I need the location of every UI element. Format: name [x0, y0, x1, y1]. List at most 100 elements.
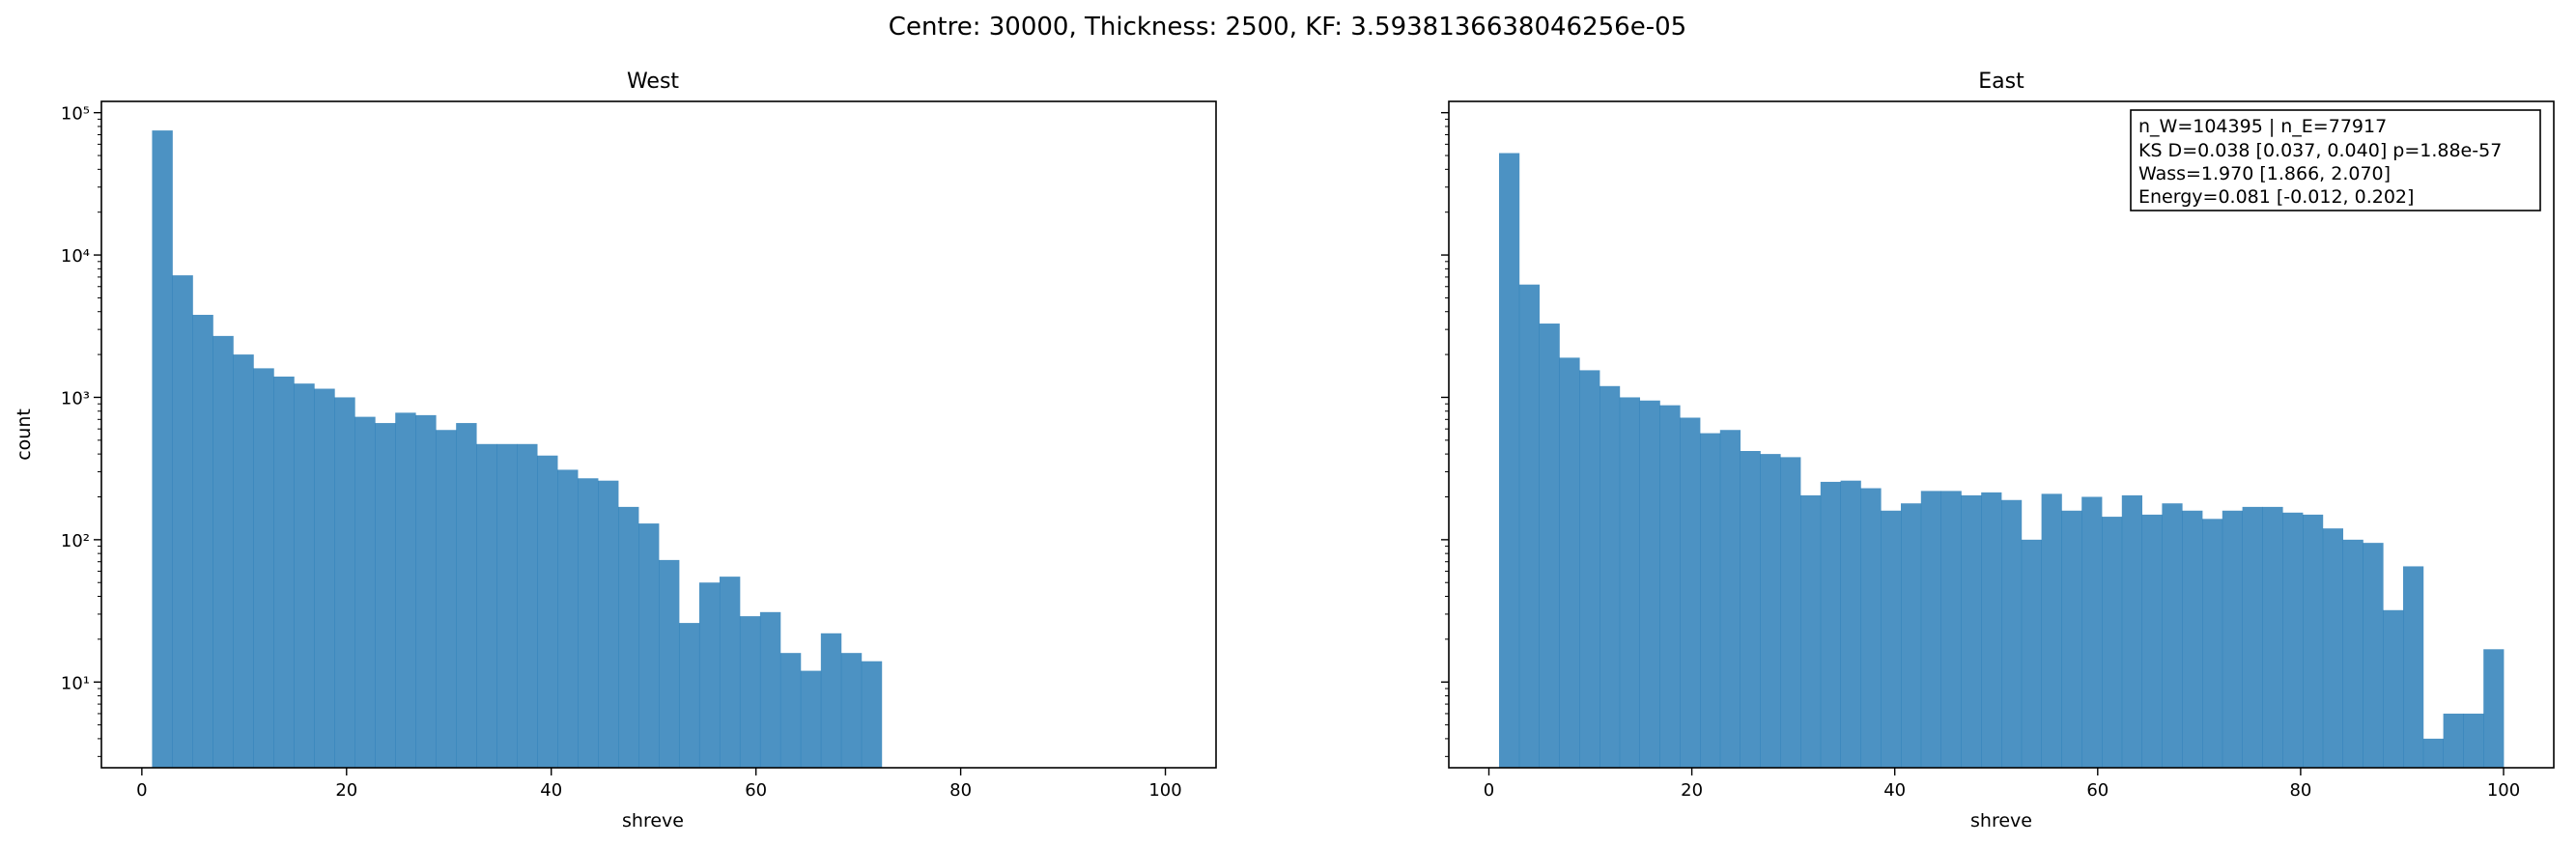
west-bar-22: [598, 480, 619, 768]
east-xtick-label-3: 60: [2086, 780, 2109, 801]
east-bar-13: [1760, 454, 1781, 768]
east-bar-37: [2242, 506, 2263, 768]
east-bar-38: [2262, 506, 2283, 768]
west-bar-18: [517, 443, 538, 768]
west-bar-25: [659, 559, 680, 768]
east-bar-16: [1820, 481, 1841, 768]
west-bar-5: [253, 368, 274, 768]
west-xtick-label-4: 80: [949, 780, 972, 801]
west-bar-4: [233, 354, 254, 768]
east-bar-18: [1860, 488, 1882, 768]
west-bar-3: [212, 335, 234, 768]
east-bar-24: [1981, 492, 2002, 768]
stats-annotation-box: n_W=104395 | n_E=77917 KS D=0.038 [0.037…: [2130, 109, 2541, 211]
west-bar-19: [537, 455, 558, 768]
west-ytick-label-0: 10¹: [61, 673, 90, 693]
east-bar-1: [1518, 284, 1540, 768]
east-bar-0: [1499, 153, 1520, 768]
west-bar-20: [557, 469, 579, 768]
east-xlabel: shreve: [1970, 810, 2032, 831]
west-bar-2: [192, 315, 213, 768]
west-bar-12: [395, 412, 416, 768]
west-xlabel: shreve: [622, 810, 684, 831]
west-bar-1: [172, 275, 193, 768]
west-bar-8: [314, 388, 335, 768]
east-bar-10: [1700, 433, 1721, 768]
east-bar-3: [1559, 357, 1580, 768]
east-panel: East 0 20 40 60 80 100 shreve n_W=104395 | n_…: [1441, 70, 2555, 831]
west-bar-21: [578, 478, 599, 768]
east-yticks: [1441, 111, 1449, 757]
east-xtick-label-0: 0: [1484, 780, 1494, 801]
east-bar-8: [1659, 405, 1681, 768]
east-bar-11: [1719, 430, 1741, 768]
west-bar-23: [618, 506, 639, 768]
east-bar-29: [2081, 496, 2103, 768]
east-bar-25: [2001, 499, 2023, 768]
west-bar-33: [820, 633, 842, 768]
east-title: East: [1978, 70, 2024, 94]
east-bar-9: [1680, 417, 1701, 768]
east-bar-39: [2282, 512, 2304, 768]
east-bar-43: [2363, 543, 2384, 768]
east-bar-30: [2102, 517, 2123, 768]
west-bar-10: [354, 416, 376, 768]
west-bar-31: [779, 653, 802, 768]
east-bar-32: [2141, 514, 2163, 768]
west-bar-7: [294, 383, 315, 768]
east-bar-47: [2443, 713, 2464, 768]
west-bar-26: [678, 623, 700, 768]
east-bars: [1499, 153, 2505, 768]
east-bar-46: [2422, 738, 2444, 768]
east-bar-15: [1800, 494, 1822, 768]
east-xtick-label-4: 80: [2289, 780, 2311, 801]
west-ylabel: count: [14, 408, 35, 461]
east-bar-49: [2483, 649, 2505, 768]
east-bar-28: [2061, 510, 2082, 768]
east-xtick-label-5: 100: [2487, 780, 2520, 801]
east-bar-27: [2041, 493, 2062, 768]
west-bar-34: [840, 653, 863, 768]
east-bar-33: [2162, 503, 2183, 768]
east-bar-48: [2463, 713, 2484, 768]
west-ytick-label-3: 10⁴: [61, 246, 90, 267]
west-xtick-label-0: 0: [136, 780, 147, 801]
west-ytick-label-4: 10⁵: [61, 104, 90, 125]
east-bar-34: [2182, 510, 2203, 768]
east-xtick-label-2: 40: [1883, 780, 1906, 801]
east-bar-36: [2222, 510, 2243, 768]
east-bar-23: [1961, 494, 1982, 768]
west-xtick-label-1: 20: [335, 780, 357, 801]
west-xticks: 0 20 40 60 80 100: [136, 768, 1182, 801]
west-ytick-label-1: 10²: [61, 531, 90, 551]
stats-box-frame: [2130, 109, 2541, 211]
east-xticks: 0 20 40 60 80 100: [1484, 768, 2520, 801]
east-bar-14: [1780, 457, 1801, 768]
west-bar-28: [719, 577, 741, 768]
east-bar-40: [2303, 514, 2324, 768]
east-xtick-label-1: 20: [1681, 780, 1703, 801]
east-bar-35: [2202, 519, 2223, 768]
east-bar-22: [1940, 491, 1962, 768]
west-bar-32: [800, 670, 822, 768]
east-bar-45: [2403, 566, 2424, 768]
stats-line-energy: Energy=0.081 [-0.012, 0.202]: [2138, 186, 2414, 208]
east-bar-4: [1579, 370, 1600, 768]
east-bar-41: [2322, 528, 2343, 768]
east-bar-12: [1740, 451, 1761, 768]
west-bar-11: [375, 423, 396, 768]
east-bar-17: [1840, 480, 1861, 768]
east-bar-19: [1881, 510, 1902, 768]
west-panel: West 0 20 40 60 80 100 10¹ 10² 10³ 10⁴ 10⁵ shreve…: [14, 70, 1217, 831]
west-bar-9: [334, 397, 355, 768]
east-bar-21: [1920, 491, 1941, 768]
east-bar-20: [1901, 503, 1922, 768]
west-bars: [152, 130, 883, 769]
east-bar-2: [1539, 324, 1560, 768]
stats-line-ks: KS D=0.038 [0.037, 0.040] p=1.88e-57: [2138, 140, 2502, 161]
stats-line-counts: n_W=104395 | n_E=77917: [2138, 116, 2387, 137]
west-ytick-label-2: 10³: [61, 388, 90, 408]
west-bar-0: [152, 130, 173, 769]
west-bar-16: [476, 443, 497, 768]
